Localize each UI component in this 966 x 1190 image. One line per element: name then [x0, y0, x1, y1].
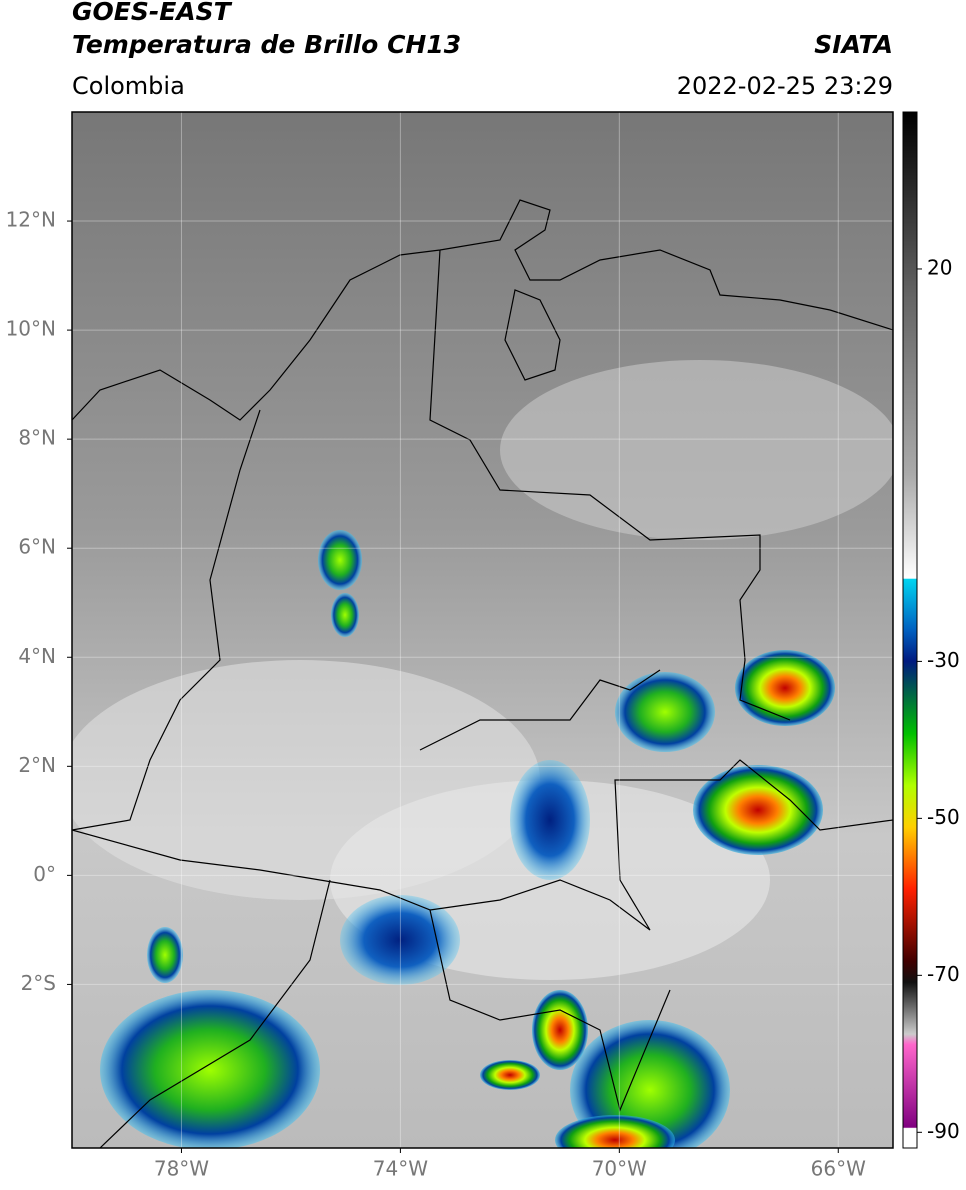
colorbar-label: -70 — [927, 962, 960, 986]
lon-label: 66°W — [811, 1157, 866, 1181]
colorbar — [902, 111, 918, 1149]
lat-label: 2°S — [21, 971, 56, 995]
subtitle: Temperatura de Brillo CH13 — [72, 30, 461, 59]
colorbar-label: 20 — [927, 255, 952, 279]
lat-label: 8°N — [18, 426, 56, 450]
map-frame — [71, 111, 894, 1149]
lat-label: 4°N — [18, 644, 56, 668]
imagery — [72, 112, 893, 1148]
lat-label: 2°N — [18, 753, 56, 777]
colorbar-label: -30 — [927, 648, 960, 672]
lat-label: 0° — [33, 862, 56, 886]
timestamp: 2022-02-25 23:29 — [677, 72, 893, 100]
colorbar-label: -50 — [927, 805, 960, 829]
region: Colombia — [72, 72, 185, 100]
colorbar-label: -90 — [927, 1119, 960, 1143]
title: GOES-EAST — [72, 0, 233, 26]
lat-label: 10°N — [6, 317, 56, 341]
lon-label: 70°W — [592, 1157, 647, 1181]
lon-label: 78°W — [154, 1157, 209, 1181]
lon-label: 74°W — [373, 1157, 428, 1181]
source: SIATA — [814, 30, 893, 59]
lat-label: 12°N — [6, 208, 56, 232]
lat-label: 6°N — [18, 535, 56, 559]
